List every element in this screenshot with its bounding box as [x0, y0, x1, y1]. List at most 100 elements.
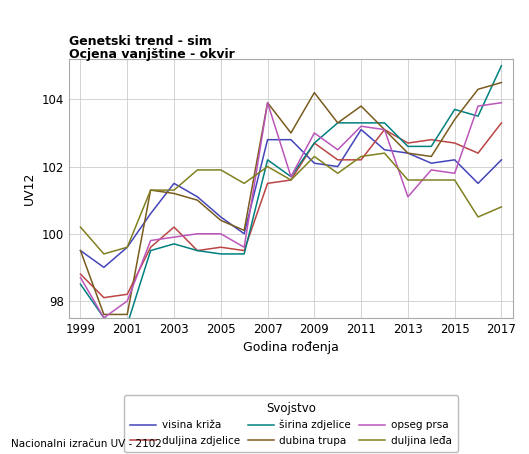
dubina trupa [77, 248, 84, 253]
širina zdjelice [124, 322, 131, 327]
dubina trupa [217, 217, 224, 223]
duljina zdjelice [428, 137, 434, 143]
duljina zdjelice [405, 140, 411, 146]
duljina leđa [288, 177, 294, 183]
opseg prsa [194, 231, 200, 237]
opseg prsa [171, 234, 177, 240]
opseg prsa [217, 231, 224, 237]
opseg prsa [451, 171, 458, 176]
X-axis label: Godina rođenja: Godina rođenja [243, 341, 339, 354]
duljina zdjelice [498, 120, 505, 126]
opseg prsa [381, 127, 388, 132]
širina zdjelice [405, 143, 411, 149]
dubina trupa [428, 154, 434, 159]
širina zdjelice [288, 174, 294, 179]
duljina zdjelice [358, 157, 364, 163]
duljina leđa [311, 154, 317, 159]
duljina zdjelice [475, 150, 481, 156]
opseg prsa [148, 238, 154, 243]
Line: duljina zdjelice: duljina zdjelice [80, 123, 501, 298]
visina križa [334, 164, 341, 169]
dubina trupa [311, 90, 317, 95]
opseg prsa [311, 130, 317, 136]
duljina zdjelice [217, 245, 224, 250]
opseg prsa [405, 194, 411, 200]
dubina trupa [405, 150, 411, 156]
visina križa [475, 181, 481, 186]
duljina leđa [264, 164, 271, 169]
širina zdjelice [241, 251, 248, 257]
duljina leđa [148, 188, 154, 193]
širina zdjelice [358, 120, 364, 126]
visina križa [194, 194, 200, 200]
širina zdjelice [428, 143, 434, 149]
dubina trupa [498, 80, 505, 85]
duljina zdjelice [101, 295, 107, 301]
dubina trupa [101, 312, 107, 317]
dubina trupa [451, 117, 458, 122]
duljina zdjelice [194, 248, 200, 253]
širina zdjelice [311, 140, 317, 146]
opseg prsa [358, 123, 364, 129]
visina križa [405, 150, 411, 156]
širina zdjelice [498, 63, 505, 69]
opseg prsa [241, 245, 248, 250]
Line: opseg prsa: opseg prsa [80, 103, 501, 318]
opseg prsa [288, 174, 294, 179]
duljina leđa [194, 167, 200, 173]
visina križa [498, 157, 505, 163]
Legend: visina križa, duljina zdjelice, širina zdjelice, dubina trupa, opseg prsa, dulji: visina križa, duljina zdjelice, širina z… [124, 395, 458, 452]
Line: dubina trupa: dubina trupa [80, 83, 501, 315]
visina križa [264, 137, 271, 143]
Y-axis label: UV12: UV12 [23, 172, 36, 205]
duljina leđa [475, 214, 481, 220]
Text: Ocjena vanjštine - okvir: Ocjena vanjštine - okvir [69, 48, 234, 61]
širina zdjelice [264, 157, 271, 163]
duljina leđa [124, 245, 131, 250]
duljina leđa [428, 177, 434, 183]
širina zdjelice [171, 241, 177, 247]
duljina leđa [101, 251, 107, 257]
duljina leđa [358, 154, 364, 159]
duljina leđa [171, 188, 177, 193]
duljina leđa [334, 171, 341, 176]
dubina trupa [241, 228, 248, 233]
visina križa [101, 265, 107, 270]
širina zdjelice [334, 120, 341, 126]
visina križa [124, 245, 131, 250]
dubina trupa [358, 104, 364, 109]
duljina zdjelice [381, 127, 388, 132]
opseg prsa [498, 100, 505, 105]
visina križa [288, 137, 294, 143]
dubina trupa [171, 191, 177, 196]
dubina trupa [148, 188, 154, 193]
opseg prsa [101, 315, 107, 321]
dubina trupa [475, 87, 481, 92]
dubina trupa [334, 120, 341, 126]
dubina trupa [288, 130, 294, 136]
širina zdjelice [475, 114, 481, 119]
visina križa [171, 181, 177, 186]
širina zdjelice [217, 251, 224, 257]
širina zdjelice [381, 120, 388, 126]
dubina trupa [381, 127, 388, 132]
širina zdjelice [148, 248, 154, 253]
visina križa [241, 231, 248, 237]
duljina leđa [451, 177, 458, 183]
duljina zdjelice [124, 291, 131, 297]
širina zdjelice [451, 107, 458, 112]
duljina zdjelice [77, 271, 84, 277]
Text: Genetski trend - sim: Genetski trend - sim [69, 35, 212, 48]
Line: visina križa: visina križa [80, 129, 501, 267]
širina zdjelice [194, 248, 200, 253]
širina zdjelice [77, 281, 84, 287]
Text: Nacionalni izračun UV - 2102: Nacionalni izračun UV - 2102 [11, 439, 161, 449]
duljina zdjelice [264, 181, 271, 186]
duljina zdjelice [171, 224, 177, 230]
visina križa [451, 157, 458, 163]
dubina trupa [194, 197, 200, 203]
duljina leđa [381, 150, 388, 156]
visina križa [217, 214, 224, 220]
duljina leđa [77, 224, 84, 230]
duljina zdjelice [148, 245, 154, 250]
